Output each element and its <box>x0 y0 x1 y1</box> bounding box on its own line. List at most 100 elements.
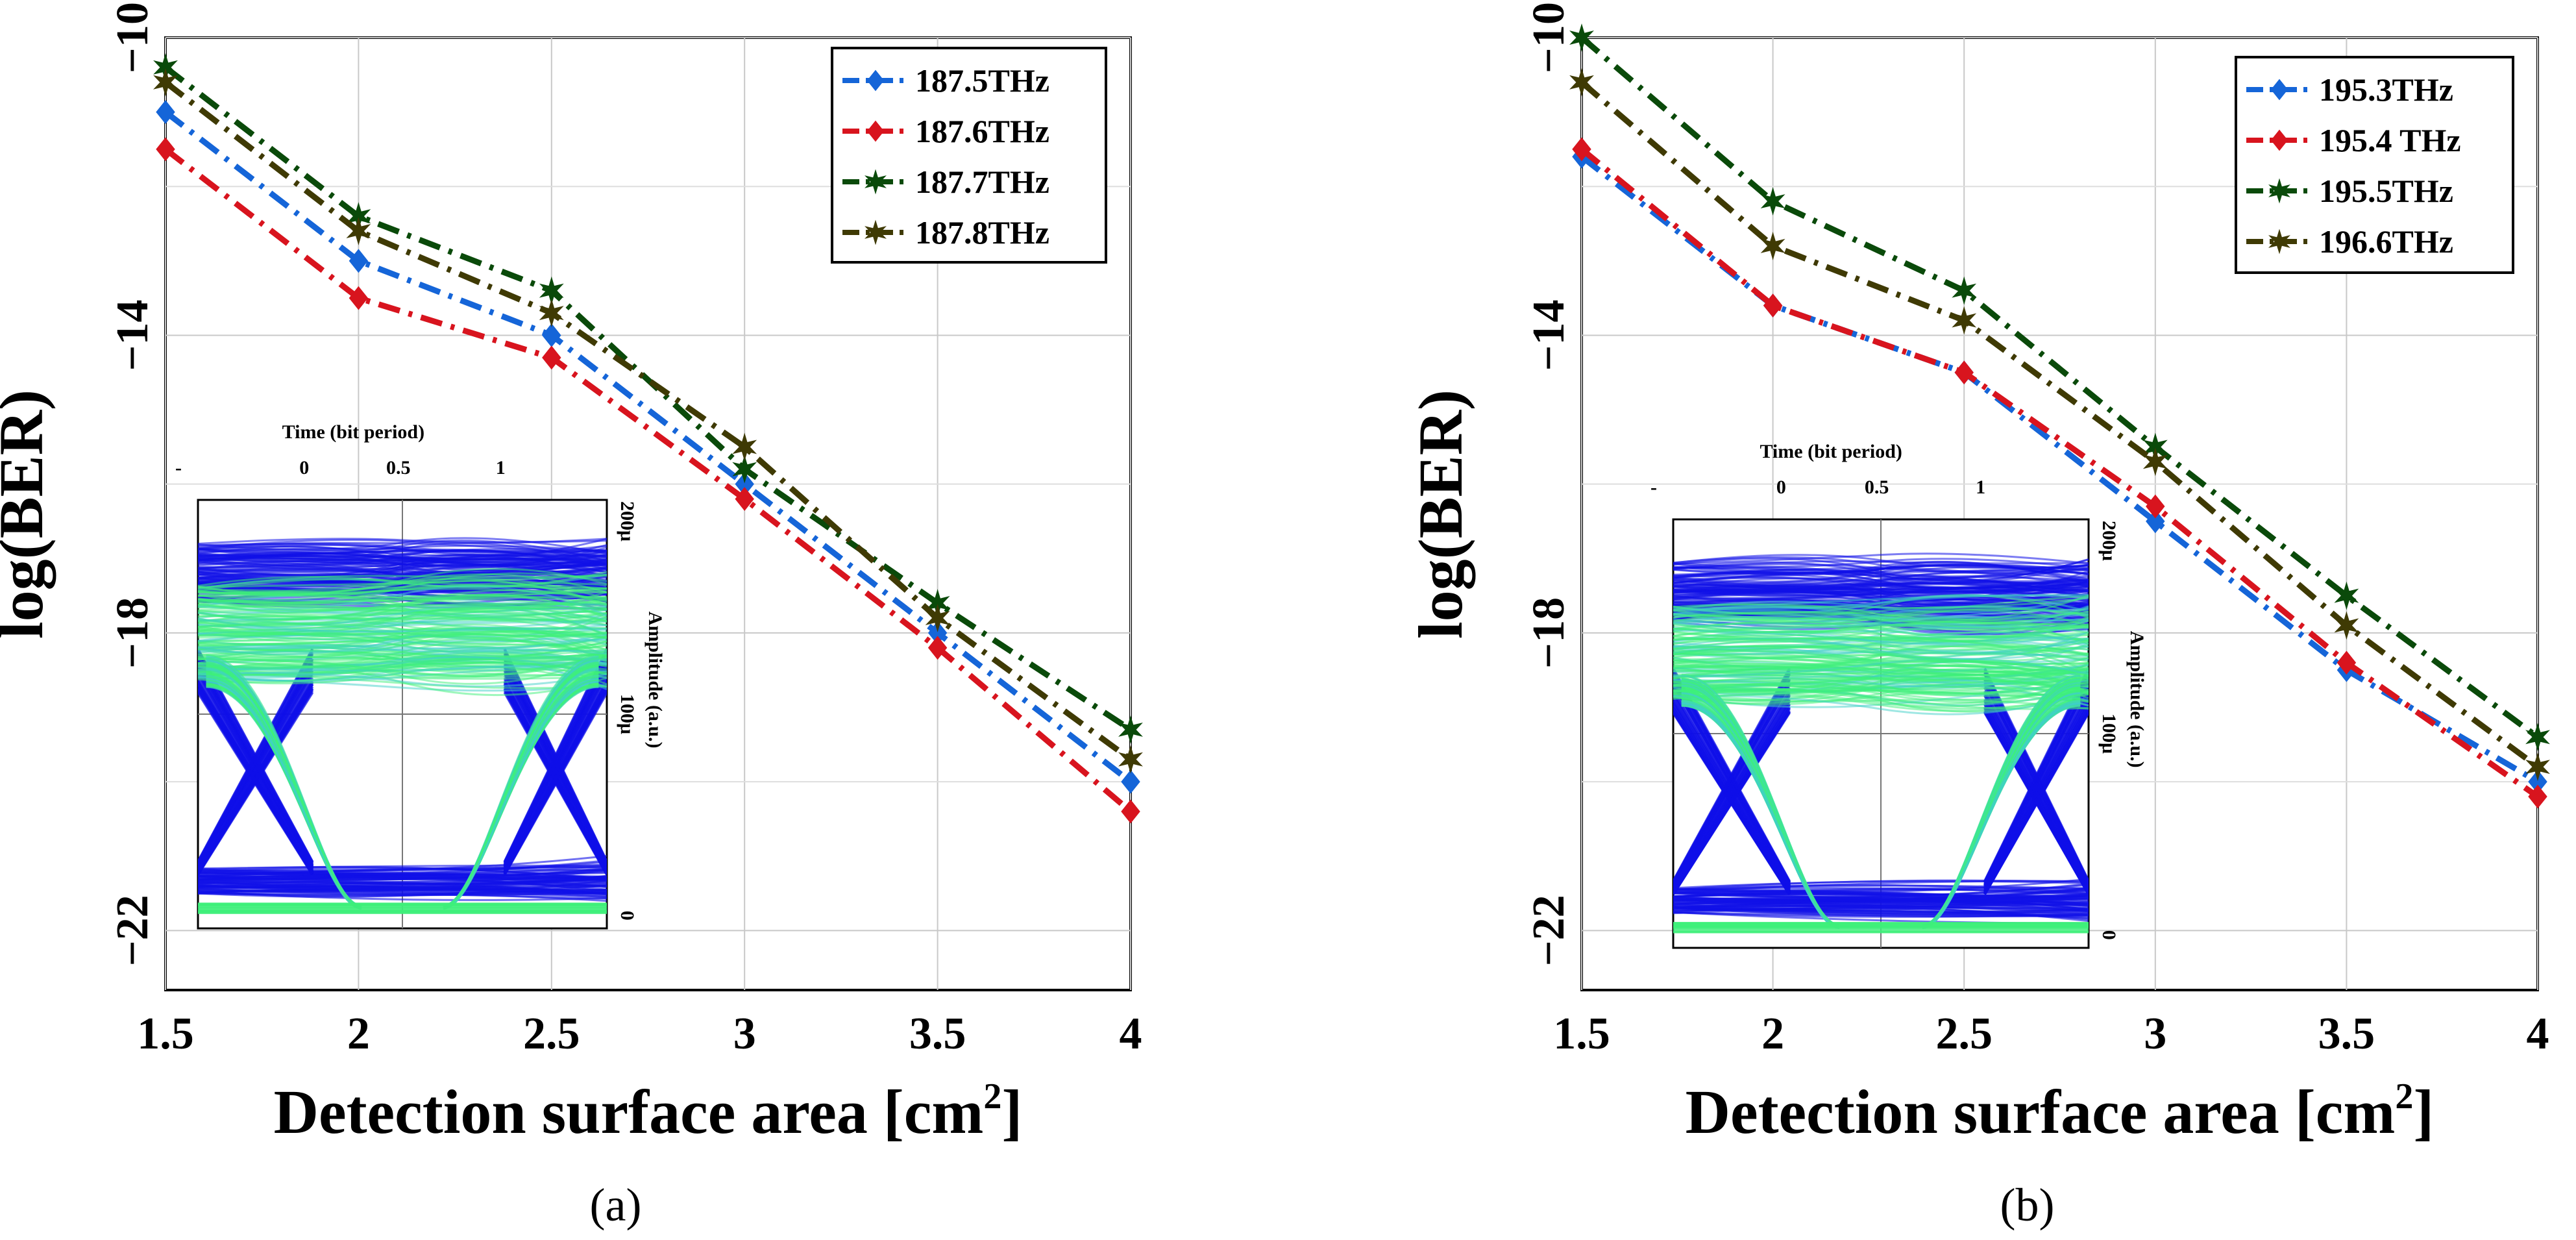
y-tick-label: −22 <box>1524 895 1574 966</box>
eye-trace <box>503 689 607 875</box>
eye-trace <box>198 686 314 874</box>
eye-trace <box>1673 710 1791 895</box>
eye-trace <box>198 676 314 871</box>
eye-trace <box>503 660 607 866</box>
eye-trace <box>1673 694 1791 890</box>
eye-trace <box>198 672 607 688</box>
eye-trace <box>1983 707 2089 894</box>
eye-trace <box>1922 700 2081 929</box>
data-point <box>2142 447 2168 477</box>
eye-trace <box>1673 683 1791 887</box>
eye-trace <box>1673 673 1791 884</box>
data-point <box>1121 769 1140 794</box>
eye-trace <box>198 680 314 873</box>
eye-trace <box>1673 711 1791 895</box>
inset-amplitude-tick: 100μ <box>617 694 638 734</box>
data-point <box>1760 187 1785 216</box>
eye-trace <box>1673 689 1791 889</box>
eye-trace <box>198 666 314 868</box>
inset-time-label: Time (bit period) <box>1760 441 1902 462</box>
y-tick-label: −18 <box>108 597 158 669</box>
eye-trace <box>503 688 607 874</box>
inset-time-tick: 1 <box>1976 477 1985 498</box>
eye-trace <box>198 688 314 874</box>
inset-amplitude-tick: 100μ <box>2098 713 2120 754</box>
eye-trace <box>503 688 607 874</box>
x-tick-label: 4 <box>2527 1009 2549 1059</box>
eye-trace <box>1673 698 1791 891</box>
eye-trace <box>1983 684 2089 887</box>
eye-trace <box>198 683 314 873</box>
eye-trace <box>1983 712 2089 895</box>
inset-amplitude-tick: 0 <box>617 911 638 921</box>
inset-time-label: Time (bit period) <box>282 421 424 443</box>
eye-trace <box>1673 710 1791 895</box>
eye-trace <box>1673 703 1791 893</box>
eye-trace <box>198 606 607 637</box>
data-point <box>1118 745 1143 774</box>
eye-trace <box>1673 671 1791 883</box>
eye-trace <box>1673 666 2089 691</box>
eye-trace <box>198 647 607 655</box>
data-point <box>1760 231 1785 260</box>
eye-trace <box>198 633 607 652</box>
legend-label: 187.5THz <box>915 62 1049 99</box>
eye-trace <box>198 552 607 575</box>
eye-trace <box>198 665 314 868</box>
eye-trace <box>198 664 314 867</box>
x-axis-label: Detection surface area [cm2] <box>274 1076 1023 1147</box>
eye-trace <box>1673 691 1791 889</box>
eye-trace <box>1673 698 1791 891</box>
eye-trace <box>198 686 314 874</box>
x-tick-label: 4 <box>1120 1009 1142 1059</box>
eye-trace <box>1983 695 2089 890</box>
data-point <box>2337 651 2357 675</box>
eye-trace <box>1983 687 2089 888</box>
eye-trace <box>1673 672 1791 884</box>
eye-trace <box>1983 694 2089 890</box>
eye-trace <box>198 652 607 676</box>
y-axis-label: log(BER) <box>1406 390 1475 639</box>
data-point <box>153 68 178 97</box>
series-line-187.7THz <box>164 65 1133 732</box>
legend-marker <box>2270 129 2288 151</box>
eye-trace <box>1673 906 2089 916</box>
eye-trace <box>198 691 314 876</box>
eye-trace <box>198 689 314 875</box>
data-point <box>156 137 175 162</box>
legend-marker <box>865 219 887 245</box>
legend-label: 187.7THz <box>915 164 1049 200</box>
eye-trace <box>1673 562 2089 575</box>
eye-trace <box>1983 687 2089 888</box>
eye-trace <box>198 680 314 873</box>
eye-trace <box>198 658 314 865</box>
eye-trace <box>503 669 607 869</box>
eye-trace <box>1673 678 1791 886</box>
eye-trace <box>198 658 314 866</box>
eye-trace <box>198 658 314 866</box>
eye-trace <box>1983 708 2089 894</box>
eye-trace <box>1673 702 1791 893</box>
eye-trace <box>1983 693 2089 889</box>
eye-trace <box>198 573 607 588</box>
eye-trace <box>1673 705 1791 893</box>
eye-trace <box>1673 672 1791 884</box>
eye-trace <box>198 666 314 868</box>
eye-trace <box>198 869 607 887</box>
eye-trace <box>503 661 607 867</box>
eye-trace <box>198 686 314 874</box>
y-tick-label: −10 <box>108 2 158 73</box>
eye-trace <box>198 688 314 874</box>
eye-trace <box>1983 687 2089 888</box>
eye-trace <box>1673 683 1791 887</box>
eye-trace <box>198 664 314 867</box>
inset-amplitude-tick: 200μ <box>617 501 638 541</box>
eye-trace <box>198 651 314 863</box>
eye-trace <box>198 678 314 871</box>
data-point <box>927 636 948 660</box>
eye-trace <box>503 684 607 873</box>
eye-trace <box>198 691 314 876</box>
eye-trace <box>1983 703 2089 893</box>
eye-trace <box>198 864 607 870</box>
eye-trace <box>198 884 607 895</box>
